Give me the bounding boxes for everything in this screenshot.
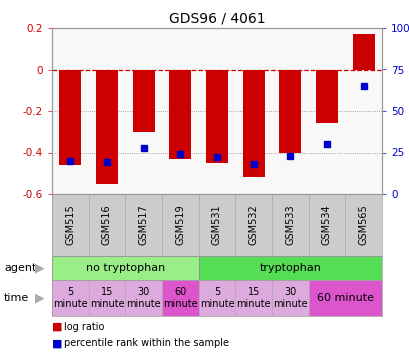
Text: GSM519: GSM519 (175, 205, 185, 245)
Bar (198, 280, 235, 316)
Bar (125, 280, 162, 316)
Text: 60
minute: 60 minute (163, 287, 197, 309)
Bar (242, 70, 264, 177)
Bar (59, 70, 81, 165)
Bar (308, 280, 381, 316)
Bar (52, 256, 198, 280)
Text: GSM534: GSM534 (321, 205, 331, 245)
Bar (198, 256, 381, 280)
Text: GSM565: GSM565 (358, 205, 368, 245)
Bar (205, 70, 227, 163)
Bar (169, 70, 191, 159)
Text: ▶: ▶ (35, 292, 44, 305)
Bar (352, 34, 374, 70)
Text: 5
minute: 5 minute (53, 287, 88, 309)
Text: GSM533: GSM533 (285, 205, 294, 245)
Bar (133, 70, 154, 132)
Bar (162, 280, 198, 316)
Text: percentile rank within the sample: percentile rank within the sample (64, 338, 229, 348)
Text: 60 minute: 60 minute (316, 293, 373, 303)
Text: GSM516: GSM516 (102, 205, 112, 245)
Bar (315, 70, 337, 124)
Text: 15
minute: 15 minute (90, 287, 124, 309)
Text: ▶: ▶ (35, 261, 44, 275)
Text: GSM532: GSM532 (248, 205, 258, 245)
Bar (235, 280, 271, 316)
Bar (96, 70, 118, 183)
Text: time: time (4, 293, 29, 303)
Text: GSM517: GSM517 (138, 205, 148, 245)
Text: ■: ■ (52, 338, 62, 348)
Text: GSM515: GSM515 (65, 205, 75, 245)
Text: tryptophan: tryptophan (259, 263, 321, 273)
Text: 30
minute: 30 minute (126, 287, 161, 309)
Bar (88, 280, 125, 316)
Bar (52, 280, 88, 316)
Text: log ratio: log ratio (64, 322, 104, 332)
Text: GSM531: GSM531 (211, 205, 221, 245)
Text: no tryptophan: no tryptophan (85, 263, 164, 273)
Text: agent: agent (4, 263, 36, 273)
Text: 30
minute: 30 minute (272, 287, 307, 309)
Bar (271, 280, 308, 316)
Title: GDS96 / 4061: GDS96 / 4061 (168, 11, 265, 25)
Text: 5
minute: 5 minute (199, 287, 234, 309)
Text: 15
minute: 15 minute (236, 287, 270, 309)
Bar (279, 70, 301, 152)
Text: ■: ■ (52, 322, 62, 332)
